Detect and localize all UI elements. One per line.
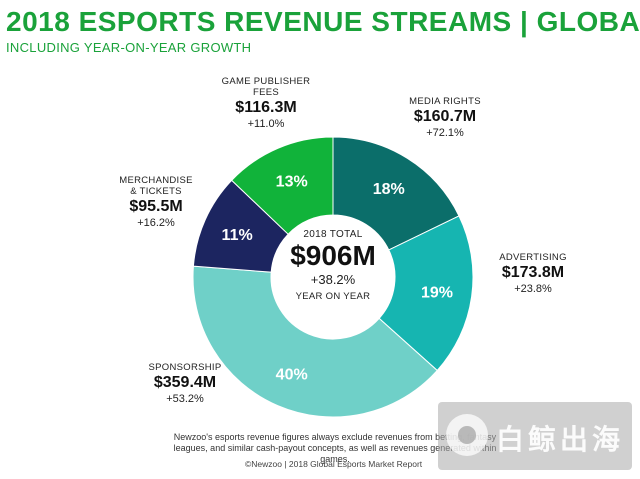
total-value: $906M [290,240,376,271]
footnote: Newzoo's esports revenue figures always … [173,432,497,464]
donut-center-total: 2018 TOTAL $906M +38.2% YEAR ON YEAR [267,229,399,302]
slice-percent-label: 13% [276,173,308,190]
slice-value: $95.5M [129,198,183,215]
total-title: 2018 TOTAL [303,229,363,240]
slice-percent-label: 40% [276,367,308,384]
slice-value: $116.3M [235,99,297,116]
label-sponsorship: SPONSORSHIP $359.4M +53.2% [130,362,240,406]
whale-logo-icon [446,414,488,456]
total-growth: +38.2% [310,272,356,287]
slice-value: $359.4M [153,374,217,391]
watermark-text: 白鲸出海 [496,424,625,455]
total-growth-note: YEAR ON YEAR [295,291,371,302]
slice-sponsorship [192,265,438,418]
slice-percent-label: 11% [222,227,253,244]
slice-growth: +23.8% [514,283,552,295]
slice-name: ADVERTISING [499,252,567,263]
label-media-rights: MEDIA RIGHTS $160.7M +72.1% [390,96,500,140]
label-merchandise-tickets: MERCHANDISE & TICKETS $95.5M +16.2% [106,175,206,230]
donut-hole [271,215,395,339]
slice-growth: +72.1% [426,127,464,139]
slice-percent-label: 18% [373,181,405,198]
slice-growth: +53.2% [166,393,204,405]
watermark: 白鲸出海 [438,402,632,470]
label-advertising: ADVERTISING $173.8M +23.8% [478,252,588,296]
slice-name: MEDIA RIGHTS [409,96,481,107]
slice-growth: +11.0% [247,118,285,130]
slice-name: GAME PUBLISHER FEES [221,76,311,98]
page-title: 2018 ESPORTS REVENUE STREAMS | GLOBAL [6,6,640,37]
slice-value: $173.8M [501,264,565,281]
page-subtitle: INCLUDING YEAR-ON-YEAR GROWTH [6,40,252,55]
slice-value: $160.7M [413,108,477,125]
slice-name: SPONSORSHIP [148,362,222,373]
slice-percent-label: 19% [421,285,453,302]
label-game-publisher-fees: GAME PUBLISHER FEES $116.3M +11.0% [208,76,324,131]
slice-name: MERCHANDISE & TICKETS [119,175,193,197]
slice-growth: +16.2% [137,217,175,229]
source-credit: ©Newzoo | 2018 Global Esports Market Rep… [245,459,423,469]
